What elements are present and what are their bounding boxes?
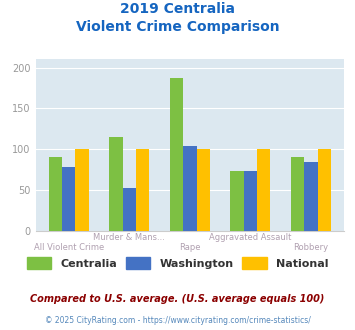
Text: All Violent Crime: All Violent Crime — [34, 243, 104, 251]
Bar — [62, 167, 76, 231]
Text: Compared to U.S. average. (U.S. average equals 100): Compared to U.S. average. (U.S. average … — [30, 294, 325, 304]
Text: © 2025 CityRating.com - https://www.cityrating.com/crime-statistics/: © 2025 CityRating.com - https://www.city… — [45, 316, 310, 325]
Bar — [257, 149, 271, 231]
Bar — [244, 171, 257, 231]
Bar — [49, 157, 62, 231]
Bar — [109, 137, 123, 231]
Bar — [183, 146, 197, 231]
Text: 2019 Centralia: 2019 Centralia — [120, 2, 235, 16]
Bar — [230, 171, 244, 231]
Text: Aggravated Assault: Aggravated Assault — [209, 233, 292, 242]
Text: Rape: Rape — [179, 243, 201, 251]
Bar — [170, 78, 183, 231]
Bar — [197, 149, 210, 231]
Bar — [76, 149, 89, 231]
Text: Murder & Mans...: Murder & Mans... — [93, 233, 165, 242]
Bar — [304, 162, 318, 231]
Bar — [291, 157, 304, 231]
Text: Violent Crime Comparison: Violent Crime Comparison — [76, 20, 279, 34]
Bar — [136, 149, 149, 231]
Text: Robbery: Robbery — [294, 243, 329, 251]
Bar — [318, 149, 331, 231]
Legend: Centralia, Washington, National: Centralia, Washington, National — [22, 253, 333, 273]
Bar — [123, 188, 136, 231]
